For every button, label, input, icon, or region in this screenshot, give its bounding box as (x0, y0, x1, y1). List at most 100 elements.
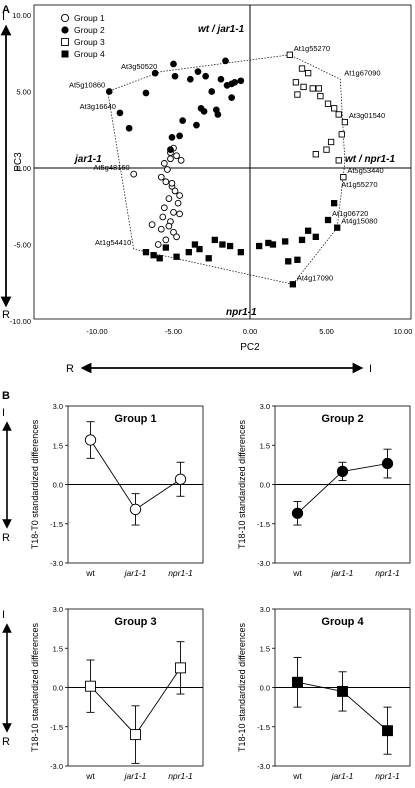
data-point (382, 725, 393, 737)
x-tick-label: 10.00 (394, 327, 413, 336)
gene-label: At1g55270 (341, 180, 377, 189)
group-1-point (168, 179, 176, 187)
data-point (336, 465, 349, 478)
y-tick-label: 3.0 (260, 402, 270, 411)
y-tick-label: 1.5 (260, 644, 270, 653)
group-2-point (208, 88, 216, 95)
group-1-point (173, 152, 180, 160)
category-label: npr1-1 (375, 568, 400, 578)
group-1-point (173, 233, 180, 241)
scatter-plot-frame (33, 4, 412, 320)
x-tick-label: 5.00 (319, 327, 334, 336)
group-3-point (300, 83, 307, 91)
data-point (381, 457, 394, 470)
series-group-3 (286, 51, 349, 181)
y-tick-label: 0.0 (260, 684, 270, 693)
group-3-point (324, 100, 332, 107)
category-label: jar1-1 (331, 568, 354, 578)
group-4-point (312, 233, 319, 240)
panel-b-top-side-label-2: I (2, 609, 5, 621)
group-3-point (315, 85, 322, 92)
legend-marker-group-1 (60, 13, 70, 23)
group-title: Group 3 (114, 616, 156, 628)
data-point (85, 680, 96, 692)
group-4-point (304, 227, 312, 234)
group-1-point (170, 228, 177, 236)
group-3-point (292, 79, 300, 86)
group-4-point (173, 253, 180, 260)
group-2-point (214, 111, 222, 118)
group-1-point (160, 160, 168, 167)
group-1-point (176, 210, 183, 218)
group-2-point (125, 124, 133, 132)
group-1-point (157, 173, 165, 181)
group-2-point (186, 75, 194, 83)
group-1-point (130, 170, 138, 178)
group-2-point (202, 72, 209, 80)
legend-marker-group-4 (61, 50, 69, 58)
group-4-point (298, 236, 306, 244)
panel-b-bottom-side-label-1: R (2, 532, 10, 544)
x-tick-label: -5.00 (165, 327, 182, 336)
y-axis-label: PC3 (13, 152, 24, 172)
pca-scatter-plot: -10.00 -5.00 0.00 5.00 10.00 10.00 5.00 0.00 -5.… (10, 5, 413, 353)
group-2-point (228, 94, 235, 101)
gene-label: At3g50520 (121, 62, 157, 71)
group-1-point (174, 199, 182, 207)
group-4-point (185, 248, 192, 256)
group-3-point (331, 105, 338, 112)
convex-hull (107, 54, 346, 285)
group-3-point (323, 146, 330, 153)
y-tick-label: -1.5 (50, 520, 63, 529)
gene-label: At4g15080 (341, 217, 377, 226)
group-1-point (154, 241, 162, 248)
gene-label: At5g10860 (69, 81, 105, 90)
group-2-point (176, 132, 183, 140)
y-tick-label: 3.0 (53, 402, 63, 411)
group-panel-3: 3.0 1.5 0.0 -1.5 -3.0 T18-10 standardized dif… (30, 605, 204, 781)
panel-b-label: B (2, 390, 10, 402)
category-label: jar1-1 (331, 771, 354, 781)
x-tick-label: 0.00 (243, 327, 258, 336)
y-tick-label: 0.0 (53, 684, 63, 693)
group-2-point (193, 121, 200, 129)
category-label: wt (292, 771, 302, 781)
group-2-point (194, 68, 202, 75)
y-tick-label: 1.5 (53, 644, 63, 653)
category-label: jar1-1 (124, 771, 147, 781)
group-3-point (294, 91, 301, 98)
group-title: Group 1 (114, 413, 156, 425)
panel-a-bottom-side-label: R (2, 309, 10, 321)
group-4-point (156, 255, 163, 262)
y-tick-label: 3.0 (53, 605, 63, 614)
group-1-point (148, 221, 156, 228)
group-3-point (304, 69, 312, 77)
y-tick-label: -5.00 (14, 241, 31, 250)
group-4-point (211, 236, 218, 244)
group-2-point (171, 72, 179, 80)
group-1-point (164, 166, 171, 173)
group-3-point (335, 157, 342, 164)
group-3-point (286, 51, 293, 58)
y-tick-label: 3.0 (260, 605, 270, 614)
data-point (130, 729, 141, 741)
y-tick-label: -3.0 (50, 762, 63, 771)
series-group-1 (130, 144, 185, 248)
legend-label-group-1: Group 1 (74, 13, 105, 23)
gene-label: At3g16640 (80, 102, 116, 111)
gene-label: At1g06720 (332, 209, 368, 218)
group-4-point (331, 200, 338, 207)
group-2-point (197, 104, 205, 112)
y-tick-label: -3.0 (257, 762, 270, 771)
group-2-point (179, 117, 187, 124)
group-3-point (341, 118, 349, 126)
legend-label-group-4: Group 4 (74, 49, 105, 59)
group-2-point (237, 77, 245, 85)
group-3-point (340, 174, 347, 181)
group-2-point (105, 88, 113, 95)
group-4-point (196, 245, 203, 253)
group-4-point (324, 216, 332, 224)
group-4-point (294, 256, 301, 263)
panel-a-left-side-label: R (66, 363, 74, 375)
data-point (175, 662, 186, 674)
